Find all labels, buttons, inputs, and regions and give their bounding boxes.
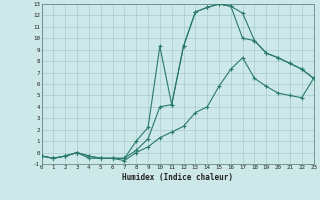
X-axis label: Humidex (Indice chaleur): Humidex (Indice chaleur) xyxy=(122,173,233,182)
